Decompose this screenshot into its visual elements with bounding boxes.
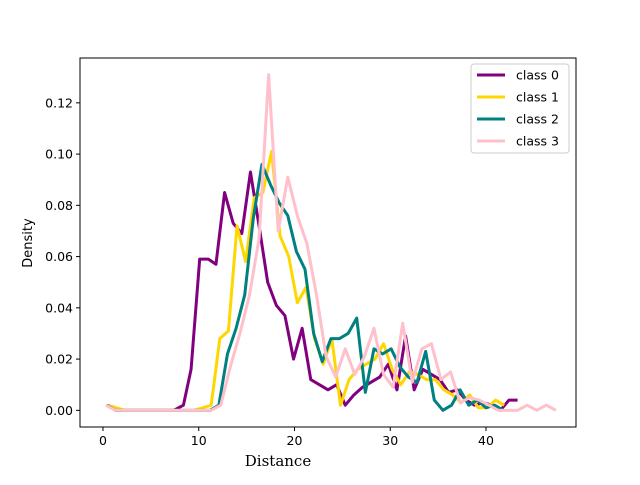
x-axis-label: Distance	[245, 452, 312, 470]
x-tick-label: 20	[287, 433, 303, 448]
y-tick-label: 0.00	[45, 403, 73, 418]
y-tick-label: 0.10	[45, 147, 73, 162]
x-axis-ticks: 0 10 20 30 40	[99, 427, 494, 448]
y-tick-label: 0.08	[45, 198, 73, 213]
y-tick-label: 0.12	[45, 95, 73, 110]
legend-items: class 0 class 1 class 2 class 3	[477, 68, 559, 149]
axes-frame	[79, 57, 577, 428]
series-line-class-3	[105, 73, 557, 412]
legend-label: class 3	[516, 134, 559, 149]
y-tick-label: 0.02	[45, 352, 73, 367]
x-tick-label: 0	[99, 433, 107, 448]
y-axis-label: Density	[21, 218, 36, 268]
legend-label: class 2	[516, 112, 559, 127]
x-tick-label: 40	[478, 433, 494, 448]
y-axis-ticks: 0.00 0.02 0.04 0.06 0.08 0.10 0.12	[45, 95, 80, 418]
series-layer	[105, 73, 557, 412]
legend-label: class 1	[516, 90, 559, 105]
legend-label: class 0	[516, 68, 559, 83]
y-tick-label: 0.06	[45, 249, 73, 264]
legend: class 0 class 1 class 2 class 3	[470, 63, 570, 154]
x-tick-label: 30	[382, 433, 398, 448]
y-tick-label: 0.04	[45, 300, 73, 315]
x-tick-label: 10	[191, 433, 207, 448]
legend-box	[470, 63, 570, 154]
